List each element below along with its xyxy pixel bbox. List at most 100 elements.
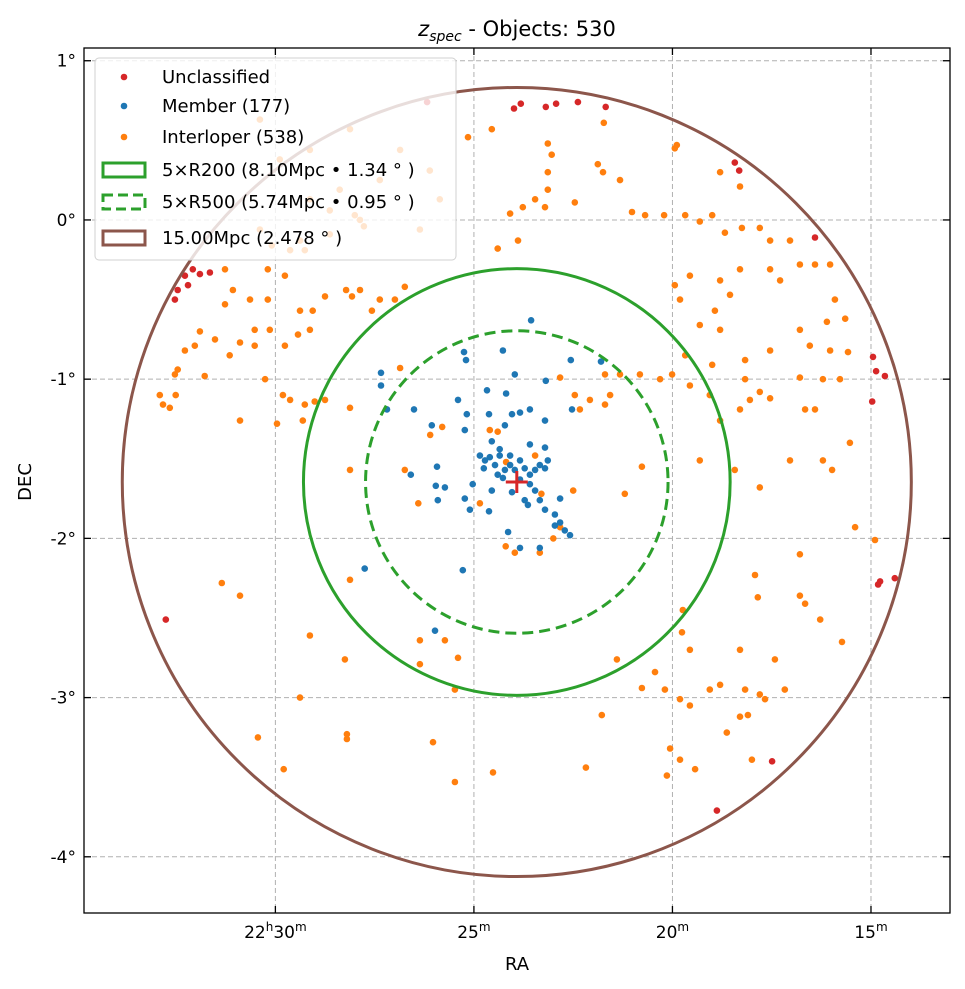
interloper-point	[613, 656, 621, 663]
interloper-point	[246, 296, 254, 303]
member-point	[483, 387, 491, 394]
interloper-point	[531, 452, 539, 459]
interloper-point	[826, 261, 834, 268]
interloper-point	[544, 140, 552, 147]
interloper-point	[191, 342, 199, 350]
interloper-point	[464, 133, 472, 141]
interloper-point	[538, 490, 545, 498]
interloper-point	[598, 711, 606, 719]
legend-label: 5×R500 (5.74Mpc • 0.95 ° )	[162, 192, 415, 213]
interloper-point	[676, 296, 684, 303]
unclassified-point	[872, 367, 880, 375]
interloper-point	[616, 371, 624, 378]
member-point	[516, 457, 524, 464]
interloper-point	[826, 347, 834, 354]
interloper-point	[348, 293, 356, 300]
interloper-point	[796, 261, 804, 268]
member-point	[568, 406, 576, 413]
interloper-point	[681, 211, 689, 219]
interloper-point	[306, 632, 314, 639]
interloper-point	[696, 218, 704, 225]
interloper-point	[741, 686, 749, 693]
axis-ticks: 22h30m 25m 20m 15m 1° 0° -1° -2° -3° -4°	[51, 48, 950, 943]
interloper-point	[621, 490, 629, 498]
legend-marker-patch	[101, 193, 147, 211]
chart-title: zspec - Objects: 530	[417, 17, 616, 45]
interloper-point	[236, 592, 244, 599]
interloper-point	[636, 371, 644, 378]
interloper-point	[254, 734, 262, 741]
interloper-point	[236, 417, 244, 424]
interloper-point	[454, 654, 462, 662]
interloper-point	[221, 266, 229, 273]
interloper-point	[550, 535, 557, 542]
interloper-point	[196, 328, 204, 335]
interloper-point	[771, 656, 779, 663]
member-point	[462, 356, 470, 364]
member-point	[469, 480, 477, 488]
interloper-point	[691, 765, 699, 773]
interloper-point	[606, 391, 614, 399]
member-point	[504, 528, 512, 536]
circle-r500	[364, 329, 670, 635]
member-point	[541, 506, 549, 513]
interloper-point	[741, 356, 749, 364]
interloper-point	[415, 500, 422, 507]
interloper-point	[766, 266, 774, 273]
interloper-point	[544, 168, 552, 176]
interloper-point	[594, 160, 602, 168]
interloper-point	[746, 396, 754, 404]
interloper-point	[264, 296, 272, 303]
member-point	[536, 544, 544, 552]
interloper-point	[686, 272, 694, 280]
member-point	[524, 501, 532, 509]
interloper-point	[811, 261, 819, 268]
interloper-point	[296, 694, 304, 701]
interloper-point	[416, 637, 424, 644]
member-point	[597, 358, 605, 365]
interloper-point	[174, 366, 181, 373]
interloper-point	[506, 210, 514, 217]
interloper-point	[831, 296, 839, 303]
interloper-point	[841, 315, 849, 323]
member-point	[494, 471, 502, 479]
member-point	[502, 390, 510, 397]
interloper-point	[756, 224, 764, 232]
interloper-point	[514, 237, 522, 244]
unclassified-point	[174, 286, 181, 294]
interloper-point	[441, 637, 449, 644]
grid	[84, 48, 950, 913]
legend-label: Member (177)	[162, 96, 290, 117]
interloper-point	[343, 730, 351, 738]
interloper-point	[744, 711, 752, 719]
member-point	[459, 566, 467, 574]
interloper-point	[321, 293, 329, 300]
interloper-point	[696, 321, 704, 329]
interloper-point	[519, 203, 527, 211]
interloper-point	[761, 695, 769, 703]
member-point	[433, 463, 441, 471]
member-point	[511, 371, 519, 378]
circle-r200	[301, 267, 732, 697]
interloper-point	[346, 576, 354, 584]
member-point	[461, 495, 469, 502]
interloper-point	[756, 484, 764, 491]
member-point	[508, 410, 516, 418]
interloper-point	[756, 691, 764, 698]
y-axis-label: DEC	[15, 463, 36, 501]
member-point	[410, 406, 418, 413]
member-point	[541, 417, 549, 424]
interloper-point	[346, 466, 354, 474]
interloper-point	[486, 426, 494, 434]
unclassified-point	[181, 272, 189, 280]
interloper-point	[281, 342, 289, 350]
interloper-point	[796, 551, 804, 558]
unclassified-point	[602, 103, 609, 111]
interloper-point	[819, 457, 827, 464]
interloper-point	[844, 348, 852, 356]
interloper-point	[666, 745, 674, 752]
interloper-point	[871, 536, 879, 544]
interloper-point	[451, 778, 459, 786]
interloper-point	[586, 396, 594, 404]
interloper-point	[716, 168, 724, 176]
